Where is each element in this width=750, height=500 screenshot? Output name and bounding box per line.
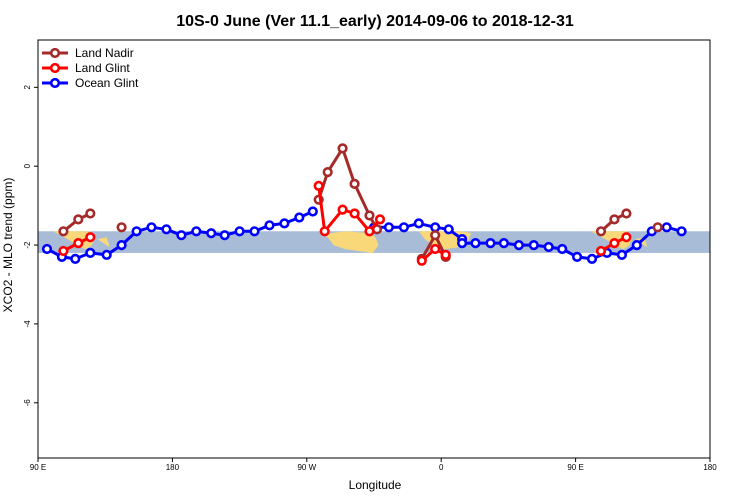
- data-point: [374, 214, 386, 225]
- data-point: [322, 167, 333, 178]
- data-point: [413, 218, 424, 229]
- data-point: [616, 249, 628, 260]
- x-tick-label: 90 W: [297, 463, 316, 472]
- data-point: [307, 206, 318, 217]
- data-point: [430, 222, 441, 233]
- chart-title: 10S-0 June (Ver 11.1_early) 2014-09-06 t…: [176, 13, 574, 30]
- data-point: [621, 208, 632, 219]
- data-point: [543, 241, 554, 253]
- data-point: [571, 251, 583, 262]
- band-land-shape: [321, 231, 379, 254]
- data-point: [676, 226, 687, 237]
- data-point: [85, 247, 96, 258]
- data-point: [364, 226, 375, 237]
- data-point: [116, 222, 127, 233]
- series-line: [462, 225, 682, 261]
- data-point: [101, 249, 112, 260]
- data-point: [457, 238, 468, 249]
- data-point: [70, 253, 81, 264]
- data-point: [621, 232, 632, 243]
- data-point: [146, 222, 157, 233]
- data-point: [595, 226, 607, 237]
- plot-frame: [37, 39, 711, 459]
- data-point: [661, 222, 672, 233]
- y-tick-label: -2: [23, 241, 32, 249]
- data-point: [485, 238, 496, 249]
- data-point: [58, 245, 69, 257]
- x-tick-label: 90 E: [30, 463, 46, 472]
- x-tick-label: 90 E: [567, 463, 583, 472]
- data-point: [234, 226, 245, 237]
- x-axis-label: Longitude: [349, 478, 402, 492]
- data-point: [631, 240, 642, 251]
- data-point: [595, 245, 607, 257]
- series-land-nadir: [58, 143, 663, 264]
- series-land-glint: [58, 180, 632, 266]
- series-ocean-glint: [41, 206, 687, 264]
- data-point: [206, 228, 217, 239]
- data-point: [319, 226, 330, 237]
- data-point: [219, 230, 230, 241]
- data-point: [337, 204, 348, 215]
- data-point: [349, 178, 360, 189]
- data-point: [557, 243, 568, 255]
- x-tick-label: 180: [166, 463, 180, 472]
- axes-layer: 90 E 180 90 W 0 90 E 180 2 0 -2 -4 -6: [23, 85, 717, 472]
- data-point: [58, 226, 69, 237]
- data-point: [430, 230, 441, 241]
- data-point: [116, 240, 127, 251]
- data-point: [337, 143, 348, 154]
- data-point: [73, 238, 84, 249]
- data-point: [161, 224, 172, 235]
- data-point: [470, 238, 481, 249]
- data-point: [85, 208, 96, 219]
- legend-marker: [49, 77, 61, 89]
- legend-entry: Land Nadir: [75, 46, 134, 60]
- data-point: [41, 243, 53, 255]
- data-point: [652, 222, 663, 233]
- data-point: [528, 240, 539, 251]
- x-tick-label: 180: [703, 463, 717, 472]
- data-point: [191, 226, 202, 237]
- data-point: [73, 214, 84, 225]
- y-tick-label: 2: [23, 85, 32, 90]
- data-point: [264, 220, 275, 231]
- data-point: [443, 224, 454, 235]
- data-point: [294, 212, 305, 223]
- data-point: [430, 243, 441, 255]
- x-tick-label: 0: [439, 463, 444, 472]
- data-point: [176, 230, 187, 241]
- data-point: [364, 210, 375, 221]
- data-point: [249, 226, 260, 237]
- data-point: [383, 222, 395, 233]
- y-tick-label: 0: [23, 163, 32, 168]
- data-point: [398, 222, 410, 233]
- data-point: [513, 240, 525, 251]
- data-point: [586, 253, 598, 264]
- data-point: [131, 226, 142, 237]
- data-point: [279, 218, 290, 229]
- data-point: [498, 238, 510, 249]
- y-tick-label: -4: [23, 320, 32, 328]
- band-land-shape: [97, 237, 110, 248]
- data-point: [440, 249, 451, 260]
- data-point: [85, 232, 96, 243]
- data-point: [416, 255, 427, 266]
- y-axis-label: XCO2 - MLO trend (ppm): [1, 178, 15, 313]
- data-point: [609, 238, 620, 249]
- y-tick-label: -6: [23, 399, 32, 407]
- legend-marker: [49, 62, 61, 74]
- data-point: [609, 214, 620, 225]
- data-point: [349, 208, 360, 219]
- legend-entry: Land Glint: [75, 61, 130, 75]
- legend-marker: [49, 47, 61, 59]
- data-point: [313, 180, 324, 191]
- series-layer: [41, 143, 687, 266]
- legend-entry: Ocean Glint: [75, 76, 139, 90]
